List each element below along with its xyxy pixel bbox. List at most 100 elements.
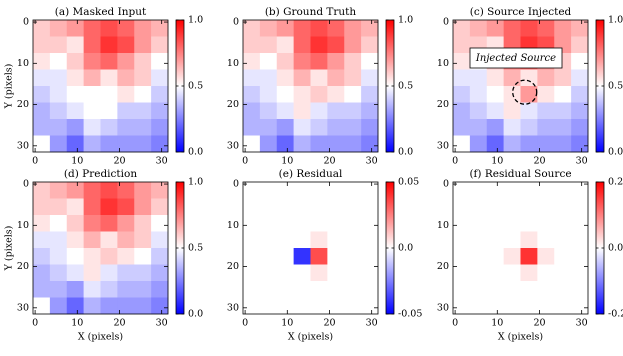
heatmap-cell [520, 69, 538, 87]
x-axis-label: X (pixels) [78, 332, 123, 343]
heatmap-cell [554, 86, 572, 103]
heatmap-cell [361, 198, 379, 216]
heatmap-cell [243, 198, 261, 216]
heatmap-cell [33, 53, 51, 70]
heatmap-cell [83, 69, 101, 87]
heatmap-cell [554, 182, 572, 199]
heatmap-cell [554, 264, 572, 282]
heatmap-cell [33, 36, 51, 54]
heatmap-cell [243, 264, 261, 282]
colorbar-tick-label: 1.0 [188, 177, 203, 188]
heatmap-cell [83, 102, 101, 120]
heatmap-cell [344, 69, 362, 87]
plot-frame [242, 19, 379, 153]
annotation: Injected Source [475, 53, 556, 64]
heatmap-cell [100, 248, 118, 265]
heatmap-cell [259, 248, 278, 265]
heatmap-cell [49, 281, 68, 298]
heatmap-cell [571, 198, 589, 216]
heatmap-cell [33, 102, 51, 120]
colorbar-tick-label: 0.5 [608, 81, 623, 92]
heatmap-cell [327, 297, 345, 315]
heatmap-cell [486, 231, 504, 249]
heatmap-cell [33, 182, 51, 199]
heatmap-cell [344, 198, 362, 216]
heatmap-cell [83, 53, 101, 70]
y-tick-label: 20 [227, 99, 239, 110]
heatmap-cell [344, 53, 362, 70]
heatmap-cell [243, 281, 261, 298]
heatmap-cell [117, 119, 135, 136]
heatmap-cell [100, 297, 118, 315]
heatmap-cell [66, 119, 84, 136]
x-tick-label: 0 [452, 318, 458, 329]
heatmap-cell [327, 248, 345, 265]
x-tick-label: 0 [452, 156, 458, 167]
heatmap-cell [276, 182, 294, 199]
heatmap-cell [310, 281, 328, 298]
heatmap-cell [344, 281, 362, 298]
heatmap-cell [361, 281, 379, 298]
y-tick-label: 10 [227, 220, 239, 231]
x-tick-label: 10 [71, 318, 83, 329]
heatmap-cell [310, 20, 328, 37]
y-tick-label: 10 [17, 58, 29, 69]
heatmap-cell [520, 297, 538, 315]
heatmap-cell [100, 215, 118, 232]
heatmap-cell [83, 231, 101, 249]
heatmap-cell [259, 86, 278, 103]
heatmap-cell [243, 20, 261, 37]
heatmap-cell [486, 20, 504, 37]
x-tick-label: 20 [113, 156, 125, 167]
heatmap-cell [134, 215, 152, 232]
heatmap-cell [554, 281, 572, 298]
heatmap-cell [361, 36, 379, 54]
heatmap-cell [453, 248, 471, 265]
heatmap-cell [520, 20, 538, 37]
heatmap-cell [554, 215, 572, 232]
heatmap-cell [151, 135, 169, 153]
heatmap-cell [327, 231, 345, 249]
x-tick-label: 20 [533, 318, 545, 329]
heatmap-cell [310, 119, 328, 136]
heatmap-cell [469, 119, 488, 136]
heatmap-cell [134, 119, 152, 136]
heatmap-cell [151, 86, 169, 103]
heatmap-cell [503, 86, 521, 103]
source-marker [512, 79, 538, 105]
colorbar-tick-label: 0.0 [188, 147, 203, 158]
heatmap-cell [469, 102, 488, 120]
heatmap-cell [100, 20, 118, 37]
heatmap-cell [151, 102, 169, 120]
heatmap-cell [66, 20, 84, 37]
heatmap-cell [134, 281, 152, 298]
heatmap-cell [243, 102, 261, 120]
heatmap-cell [571, 53, 589, 70]
y-tick-label: 0 [233, 179, 239, 190]
heatmap-cell [117, 102, 135, 120]
heatmap-cell [537, 281, 555, 298]
heatmap-cell [486, 248, 504, 265]
heatmap-cell [276, 281, 294, 298]
heatmap-cell [469, 86, 488, 103]
y-tick-label: 20 [437, 261, 449, 272]
heatmap-cell [486, 281, 504, 298]
heatmap-cell [66, 182, 84, 199]
heatmap-cell [134, 86, 152, 103]
heatmap-cell [327, 281, 345, 298]
heatmap-cell [49, 297, 68, 315]
x-axis-label: X (pixels) [288, 332, 333, 343]
heatmap-cell [503, 20, 521, 37]
heatmap-cell [293, 86, 311, 103]
heatmap-cell [293, 297, 311, 315]
y-tick-label: 0 [443, 17, 449, 28]
heatmap-cell [259, 297, 278, 315]
heatmap-cell [344, 86, 362, 103]
heatmap-cell [83, 264, 101, 282]
heatmap-cell [310, 248, 328, 265]
heatmap-cell [310, 53, 328, 70]
heatmap-cell [469, 198, 488, 216]
heatmap-cell [83, 248, 101, 265]
x-tick-label: 0 [242, 156, 248, 167]
heatmap-cell [293, 215, 311, 232]
